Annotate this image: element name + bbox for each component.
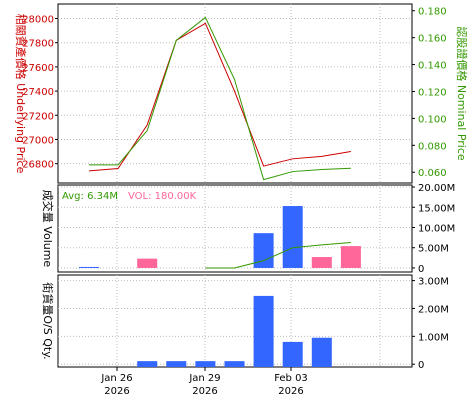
x-tick-label: Feb 03	[274, 373, 308, 384]
left-tick-label: 27800	[22, 39, 54, 50]
volume-average-legend: Avg: 6.34M	[62, 191, 118, 202]
volume-bar	[79, 266, 99, 268]
volume-bar	[282, 206, 303, 268]
volume-bar	[311, 257, 332, 268]
outstanding-bar	[166, 361, 187, 367]
left-tick-label: 27000	[22, 135, 54, 146]
volume-tick-label: 15.00M	[418, 203, 455, 214]
underlying-price-axis-title: 相關資產價格 Underlying Price	[14, 14, 28, 174]
x-tick-label: Jan 26	[100, 373, 132, 384]
panel-frame-2	[57, 274, 413, 368]
volume-today-legend: VOL: 180.00K	[128, 191, 197, 202]
left-tick-label: 28000	[22, 15, 54, 26]
volume-axis-title: 成交量 Volume	[41, 190, 55, 268]
right-tick-label: 0.180	[418, 7, 447, 18]
outstanding-bar	[224, 361, 245, 367]
outstanding-bar	[282, 341, 303, 367]
outstanding-bar	[253, 295, 274, 367]
left-tick-label: 27400	[22, 87, 54, 98]
right-tick-label: 0.100	[418, 114, 447, 125]
underlying-price-line	[88, 22, 351, 172]
outstanding-bar	[311, 337, 332, 367]
right-tick-label: 0.060	[418, 168, 447, 179]
outstanding-axis-title: 街貨量O/S Qty.	[41, 282, 55, 359]
volume-bar	[137, 258, 158, 268]
volume-tick-label: 20.00M	[418, 183, 455, 194]
x-tick-year-label: 2026	[192, 386, 217, 397]
left-tick-label: 26800	[22, 160, 54, 171]
volume-bar	[253, 233, 274, 268]
volume-tick-label: 5.00M	[418, 244, 449, 255]
left-tick-label: 27200	[22, 111, 54, 122]
outstanding-tick-label: 3.00M	[418, 277, 449, 288]
x-tick-year-label: 2026	[104, 386, 129, 397]
outstanding-tick-label: 2.00M	[418, 304, 449, 315]
outstanding-bar	[195, 361, 216, 367]
volume-tick-label: 0	[418, 264, 424, 275]
volume-tick-label: 10.00M	[418, 223, 455, 234]
x-tick-label: Jan 29	[188, 373, 220, 384]
right-tick-label: 0.120	[418, 87, 447, 98]
volume-bar	[340, 246, 361, 268]
nominal-price-line	[89, 16, 351, 181]
outstanding-tick-label: 0	[418, 360, 424, 371]
outstanding-bar	[137, 361, 158, 367]
outstanding-tick-label: 1.00M	[418, 332, 449, 343]
nominal-price-axis-title: 認股證價格 Nominal Price	[455, 26, 469, 161]
right-tick-label: 0.140	[418, 61, 447, 72]
volume-average-line	[205, 241, 351, 269]
left-tick-label: 27600	[22, 63, 54, 74]
x-tick-year-label: 2026	[278, 386, 303, 397]
right-tick-label: 0.080	[418, 141, 447, 152]
right-tick-label: 0.160	[418, 34, 447, 45]
